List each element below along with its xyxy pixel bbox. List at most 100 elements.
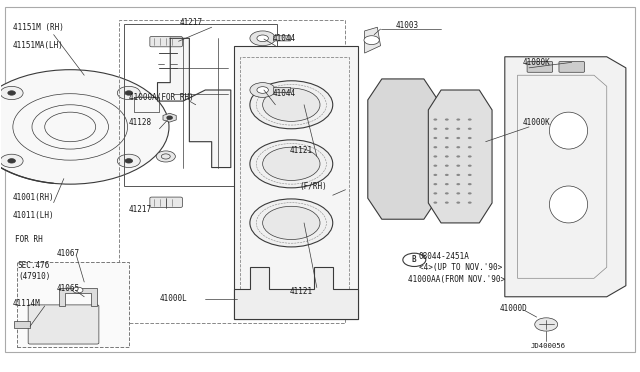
Text: 08044-2451A: 08044-2451A <box>419 252 470 262</box>
Circle shape <box>468 118 472 121</box>
Circle shape <box>433 128 437 130</box>
Text: <4>(UP TO NOV.'90>: <4>(UP TO NOV.'90> <box>419 263 502 272</box>
Polygon shape <box>163 113 176 122</box>
Circle shape <box>456 118 460 121</box>
Text: 41000A(FOR RH): 41000A(FOR RH) <box>129 93 193 102</box>
Text: SEC.476: SEC.476 <box>18 261 51 270</box>
Ellipse shape <box>549 186 588 223</box>
Polygon shape <box>59 288 97 306</box>
Circle shape <box>535 318 557 331</box>
Circle shape <box>403 253 426 266</box>
Circle shape <box>0 154 23 167</box>
Circle shape <box>433 118 437 121</box>
Text: 41067: 41067 <box>57 249 80 258</box>
Circle shape <box>125 91 132 95</box>
Circle shape <box>445 137 449 139</box>
Circle shape <box>433 192 437 195</box>
Circle shape <box>433 146 437 148</box>
Circle shape <box>8 91 15 95</box>
Circle shape <box>456 192 460 195</box>
Circle shape <box>156 151 175 162</box>
Text: 41080K: 41080K <box>523 58 550 67</box>
Circle shape <box>468 202 472 204</box>
Text: 41000AA(FROM NOV.'90>: 41000AA(FROM NOV.'90> <box>408 275 505 283</box>
Circle shape <box>445 192 449 195</box>
Circle shape <box>445 146 449 148</box>
Polygon shape <box>428 90 492 223</box>
Polygon shape <box>505 57 626 297</box>
Circle shape <box>445 174 449 176</box>
Text: 41151M (RH): 41151M (RH) <box>13 23 64 32</box>
Polygon shape <box>234 267 358 319</box>
Text: JD400056: JD400056 <box>531 343 565 349</box>
Circle shape <box>262 147 320 180</box>
Text: 41044: 41044 <box>272 89 295 98</box>
Circle shape <box>456 202 460 204</box>
Text: (47910): (47910) <box>18 272 51 281</box>
Text: 41001(RH): 41001(RH) <box>13 193 54 202</box>
Circle shape <box>433 183 437 185</box>
Circle shape <box>0 70 169 184</box>
Circle shape <box>262 88 320 121</box>
Text: 41000L: 41000L <box>159 294 187 303</box>
Circle shape <box>433 155 437 158</box>
Circle shape <box>468 137 472 139</box>
Circle shape <box>257 35 268 42</box>
Circle shape <box>257 87 268 93</box>
FancyBboxPatch shape <box>234 46 358 319</box>
Circle shape <box>456 174 460 176</box>
Circle shape <box>433 137 437 139</box>
Circle shape <box>445 164 449 167</box>
Circle shape <box>445 128 449 130</box>
FancyBboxPatch shape <box>28 305 99 344</box>
Text: 41114M: 41114M <box>13 299 40 308</box>
Text: 41065: 41065 <box>57 284 80 293</box>
Text: 41000D: 41000D <box>500 304 527 313</box>
Circle shape <box>125 158 132 163</box>
Circle shape <box>468 155 472 158</box>
FancyBboxPatch shape <box>150 36 182 47</box>
Circle shape <box>117 154 140 167</box>
Text: 41128: 41128 <box>129 118 152 127</box>
Text: 41003: 41003 <box>395 21 419 30</box>
Circle shape <box>250 199 333 247</box>
Text: 41151MA(LH): 41151MA(LH) <box>13 41 64 50</box>
Circle shape <box>250 140 333 188</box>
Circle shape <box>8 158 15 163</box>
Ellipse shape <box>549 112 588 149</box>
Text: 41121: 41121 <box>289 287 312 296</box>
Circle shape <box>445 118 449 121</box>
FancyBboxPatch shape <box>273 87 291 93</box>
Circle shape <box>468 146 472 148</box>
FancyBboxPatch shape <box>17 262 129 347</box>
Circle shape <box>250 81 333 129</box>
Circle shape <box>364 36 380 45</box>
Circle shape <box>456 137 460 139</box>
Circle shape <box>468 183 472 185</box>
FancyBboxPatch shape <box>273 36 291 41</box>
Circle shape <box>468 174 472 176</box>
Circle shape <box>262 206 320 240</box>
Circle shape <box>250 31 275 46</box>
Polygon shape <box>368 79 438 219</box>
FancyBboxPatch shape <box>559 62 584 72</box>
Circle shape <box>456 183 460 185</box>
Text: FOR RH: FOR RH <box>15 235 43 244</box>
Circle shape <box>468 128 472 130</box>
Polygon shape <box>14 321 30 328</box>
Circle shape <box>456 128 460 130</box>
Circle shape <box>456 155 460 158</box>
Circle shape <box>456 146 460 148</box>
Polygon shape <box>365 27 381 53</box>
Circle shape <box>433 164 437 167</box>
Text: 41217: 41217 <box>129 205 152 215</box>
Circle shape <box>468 164 472 167</box>
FancyBboxPatch shape <box>527 62 552 72</box>
Circle shape <box>456 164 460 167</box>
Circle shape <box>433 174 437 176</box>
Text: 41121: 41121 <box>289 147 312 155</box>
Circle shape <box>0 86 23 100</box>
Circle shape <box>445 155 449 158</box>
Circle shape <box>445 183 449 185</box>
Text: 41217: 41217 <box>180 18 203 27</box>
